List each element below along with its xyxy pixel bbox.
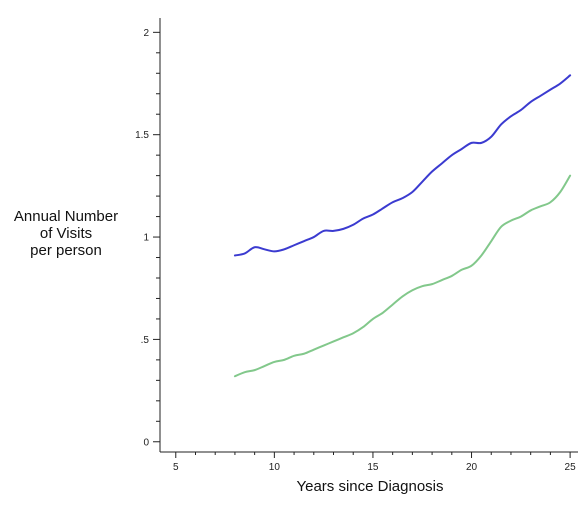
x-axis-label: Years since Diagnosis <box>296 478 444 495</box>
series-line-2 <box>233 174 572 378</box>
y-tick-label: 0 <box>143 437 149 448</box>
x-tick-label: 15 <box>367 462 379 473</box>
y-tick-label: 1 <box>143 233 149 244</box>
y-axis-label-line-2: of Visits <box>39 225 93 242</box>
y-tick-label: .5 <box>141 335 150 346</box>
y-tick-label: 1.5 <box>135 130 149 141</box>
y-axis-label: Annual Number of Visits per person <box>0 208 132 259</box>
series-layer <box>233 74 572 378</box>
x-tick-label: 10 <box>269 462 281 473</box>
y-axis-label-line-3: per person <box>30 242 102 259</box>
series-line-1 <box>233 74 572 257</box>
x-tick-label: 25 <box>565 462 577 473</box>
y-axis-label-line-1: Annual Number <box>13 208 119 225</box>
x-tick-label: 20 <box>466 462 478 473</box>
axes: 0.511.525 10 15 20 25 <box>135 18 578 473</box>
y-tick-label: 2 <box>143 28 149 39</box>
x-tick-label: 5 <box>173 462 179 473</box>
